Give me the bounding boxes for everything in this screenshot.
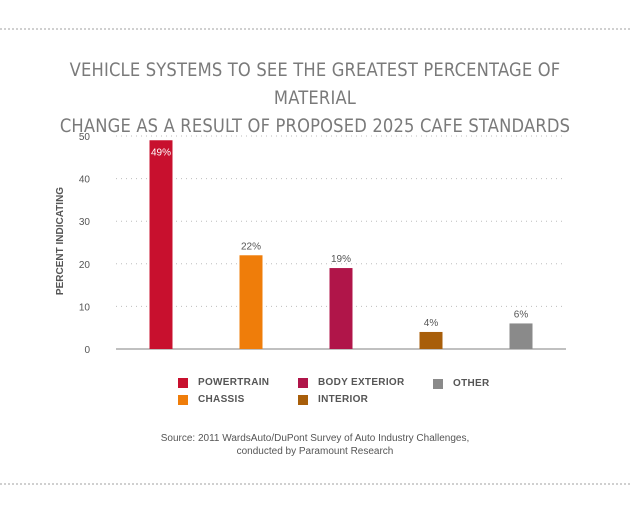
legend-item-chassis: CHASSIS [178,394,245,405]
source-note: Source: 2011 WardsAuto/DuPont Survey of … [0,432,630,458]
legend-item-other: OTHER [433,378,490,389]
bar-other [509,323,533,349]
legend-label: INTERIOR [318,394,369,405]
y-tick-label: 30 [79,217,91,228]
legend-item-body-exterior: BODY EXTERIOR [298,377,405,388]
bar-chassis [239,255,263,349]
legend: POWERTRAIN CHASSIS BODY EXTERIOR INTERIO… [178,377,508,411]
data-label: 22% [241,241,261,252]
y-tick-label: 40 [79,175,91,186]
legend-item-interior: INTERIOR [298,394,368,405]
legend-swatch [178,394,188,405]
legend-swatch [178,377,188,388]
bar-interior [419,331,443,349]
chart-title-line-2: CHANGE AS A RESULT OF PROPOSED 2025 CAFE… [59,115,571,137]
data-label: 6% [514,309,529,320]
legend-swatch [433,378,443,389]
data-label: 19% [331,254,351,265]
legend-swatch [298,394,308,405]
data-labels: 49% 22% 19% 4% 6% [151,147,528,329]
bar-powertrain [149,140,173,349]
y-tick-label: 20 [79,260,91,271]
bar-body-exterior [329,268,353,349]
legend-label: OTHER [453,378,490,389]
source-line-1: Source: 2011 WardsAuto/DuPont Survey of … [160,433,470,444]
y-axis-label: PERCENT INDICATING [55,187,66,295]
legend-label: BODY EXTERIOR [318,377,405,388]
legend-item-powertrain: POWERTRAIN [178,377,269,388]
bottom-dotted-divider [0,483,630,485]
legend-swatch [298,377,308,388]
data-label: 49% [151,147,171,158]
y-tick-label: 50 [79,132,91,143]
y-tick-label: 0 [84,345,90,356]
y-tick-label: 10 [79,302,91,313]
legend-label: CHASSIS [198,394,245,405]
data-label: 4% [424,318,439,329]
chart-title-line-1: VEHICLE SYSTEMS TO SEE THE GREATEST PERC… [69,59,561,109]
top-dotted-divider [0,28,630,30]
chart-title: VEHICLE SYSTEMS TO SEE THE GREATEST PERC… [44,56,586,140]
source-line-2: conducted by Paramount Research [236,446,394,457]
bars [149,140,533,349]
y-axis-ticks: 0 10 20 30 40 50 [79,132,91,356]
legend-label: POWERTRAIN [198,377,270,388]
